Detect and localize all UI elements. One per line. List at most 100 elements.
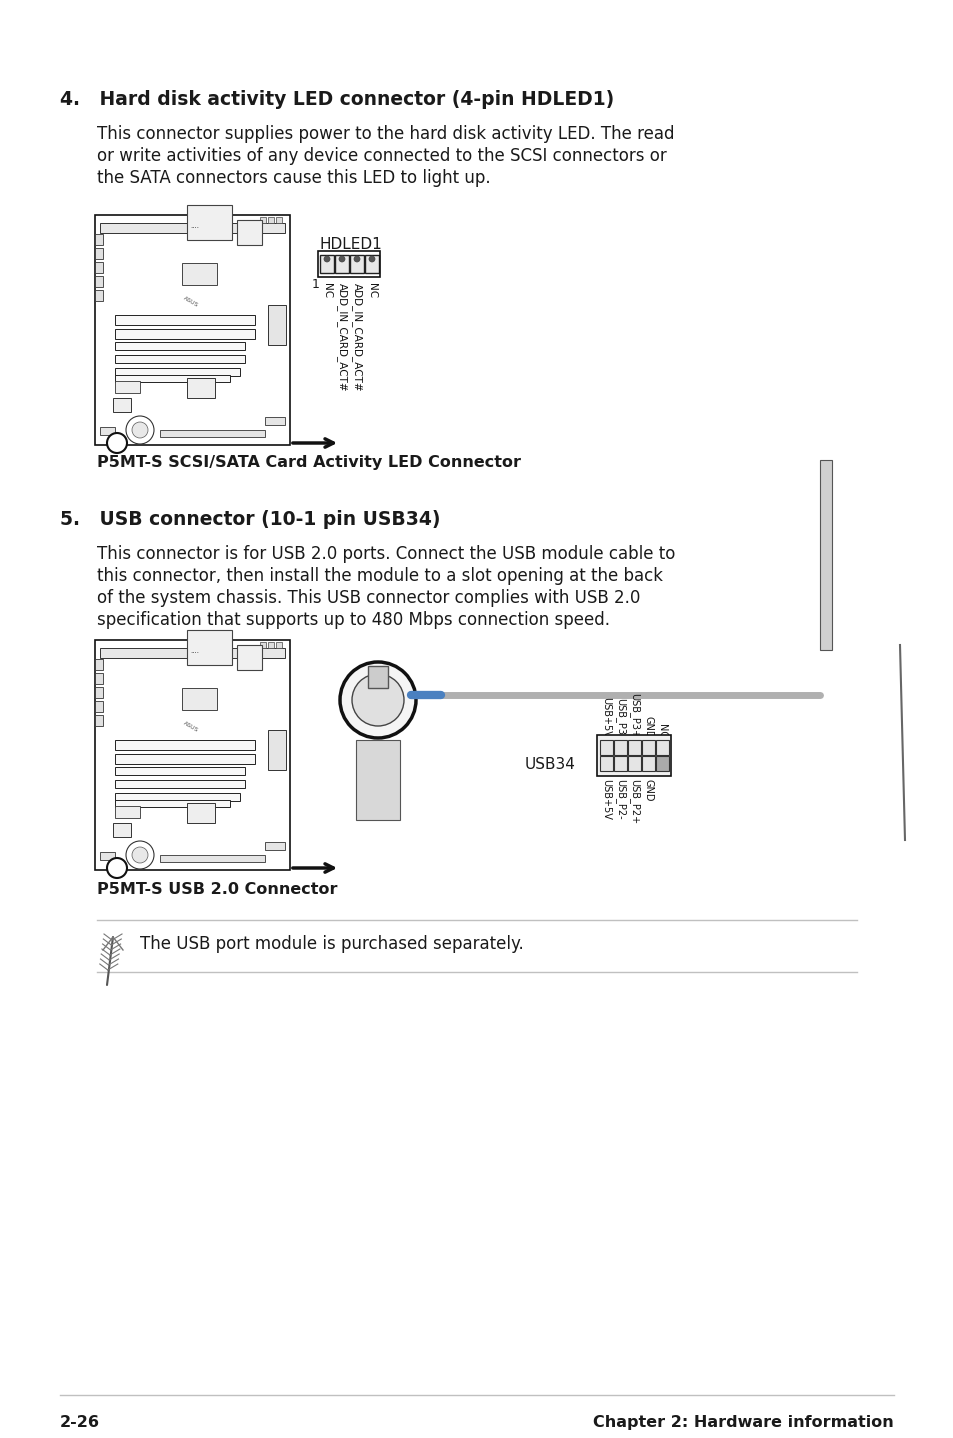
Bar [614,741,626,755]
Bar [115,315,254,325]
Bar [627,741,640,755]
Bar [115,342,245,349]
Bar [115,779,245,788]
Bar [260,217,266,223]
Bar [95,262,103,273]
Text: Chapter 2: Hardware information: Chapter 2: Hardware information [593,1415,893,1429]
Text: of the system chassis. This USB connector complies with USB 2.0: of the system chassis. This USB connecto… [97,590,639,607]
Bar [95,687,103,697]
Circle shape [126,841,153,869]
Circle shape [132,847,148,863]
Circle shape [107,858,127,879]
Circle shape [338,256,345,262]
Circle shape [107,433,127,453]
Bar [95,276,103,288]
Bar [112,823,131,837]
Bar [112,398,131,413]
Bar [115,741,254,751]
Bar [335,255,349,273]
Bar [95,216,290,444]
Bar [100,649,285,659]
Text: This connector supplies power to the hard disk activity LED. The read: This connector supplies power to the har… [97,125,674,142]
Bar [95,715,103,726]
Bar [268,641,274,649]
Text: 5.   USB connector (10-1 pin USB34): 5. USB connector (10-1 pin USB34) [60,510,440,529]
Bar [260,641,266,649]
Text: The USB port module is purchased separately.: The USB port module is purchased separat… [140,935,523,953]
Text: This connector is for USB 2.0 ports. Connect the USB module cable to: This connector is for USB 2.0 ports. Con… [97,545,675,564]
Bar [160,856,265,861]
Text: or write activities of any device connected to the SCSI connectors or: or write activities of any device connec… [97,147,666,165]
Text: NC: NC [367,283,376,298]
Bar [100,223,285,233]
Bar [268,217,274,223]
Bar [265,417,285,426]
Bar [187,802,214,823]
Text: ASUS: ASUS [182,720,198,733]
Bar [100,427,115,436]
Bar [182,687,216,710]
Text: NC: NC [322,283,332,298]
Text: 1: 1 [312,278,319,290]
Circle shape [324,256,330,262]
Bar [627,756,640,771]
Bar [319,255,334,273]
Bar [355,741,399,820]
Text: USB_P3-: USB_P3- [615,697,625,738]
Text: this connector, then install the module to a slot opening at the back: this connector, then install the module … [97,567,662,585]
Text: ADD_IN_CARD_ACT#: ADD_IN_CARD_ACT# [351,283,362,391]
Bar [368,666,388,687]
Text: USB_P2+: USB_P2+ [628,779,639,824]
Bar [115,355,245,362]
Circle shape [132,421,148,439]
Text: 2-26: 2-26 [60,1415,100,1429]
Circle shape [339,661,416,738]
Bar [599,756,613,771]
Bar [115,329,254,339]
Bar [95,640,290,870]
Bar [95,290,103,301]
Bar [317,252,379,278]
Circle shape [354,256,359,262]
Bar [95,700,103,712]
Bar [115,375,230,383]
Text: 4.   Hard disk activity LED connector (4-pin HDLED1): 4. Hard disk activity LED connector (4-p… [60,91,614,109]
Bar [187,630,232,664]
Text: USB_P3+: USB_P3+ [628,693,639,738]
Text: USB+5V: USB+5V [601,779,611,820]
Bar [365,255,378,273]
Bar [95,234,103,244]
Bar [268,305,286,345]
Bar [115,792,240,801]
Bar [275,217,282,223]
Bar [350,255,364,273]
Bar [236,220,262,244]
Bar [115,381,140,393]
Bar [115,800,230,807]
Bar [95,659,103,670]
Text: ADD_IN_CARD_ACT#: ADD_IN_CARD_ACT# [336,283,347,391]
Bar [820,460,831,650]
Bar [160,430,265,437]
Bar [115,807,140,818]
Text: USB_P2-: USB_P2- [615,779,625,820]
Text: ASUS: ASUS [182,295,198,308]
Bar [641,756,655,771]
Text: GND: GND [643,716,653,738]
Bar [95,673,103,684]
Bar [115,766,245,775]
Circle shape [369,256,375,262]
Text: specification that supports up to 480 Mbps connection speed.: specification that supports up to 480 Mb… [97,611,609,628]
Bar [265,843,285,850]
Bar [115,368,240,375]
Bar [236,646,262,670]
Circle shape [352,674,403,726]
Text: the SATA connectors cause this LED to light up.: the SATA connectors cause this LED to li… [97,170,490,187]
Bar [656,741,668,755]
Bar [597,735,670,777]
Text: ....: .... [190,223,199,229]
Text: NC: NC [657,723,667,738]
Bar [100,851,115,860]
Bar [656,756,668,771]
Bar [599,741,613,755]
